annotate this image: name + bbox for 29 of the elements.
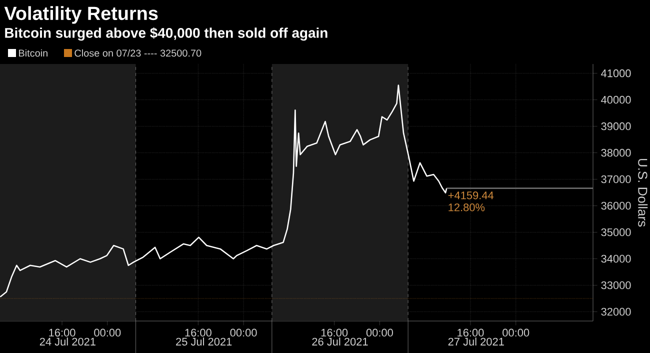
y-tick-label: 33000 <box>601 281 631 290</box>
x-tick-label: 16:00 <box>458 328 484 337</box>
y-tick-label: 41000 <box>601 69 631 78</box>
annotation: +4159.44 <box>448 191 494 200</box>
x-tick-label: 00:00 <box>502 328 530 337</box>
x2-tick-label: 25 Jul 2021 <box>176 338 232 346</box>
y-tick-label: 34000 <box>601 254 631 263</box>
x-tick-label: 00:00 <box>230 328 257 337</box>
y-tick-label: 40000 <box>601 96 631 104</box>
y-tick-label: 37000 <box>601 175 631 184</box>
y-tick-label: 32000 <box>601 308 631 316</box>
x-tick-label: 16:00 <box>321 328 348 337</box>
y-tick-label: 36000 <box>601 202 631 210</box>
y-axis-title: U.S. Dollars <box>638 158 648 227</box>
chart-subtitle: Bitcoin surged above $40,000 then sold off again <box>5 27 328 41</box>
x2-tick-label: 27 Jul 2021 <box>448 338 504 346</box>
y-tick-label: 35000 <box>601 228 631 236</box>
legend-label: Bitcoin <box>19 49 48 57</box>
legend-label: Close on 07/23 ---- 32500.70 <box>74 49 202 57</box>
y-tick-label: 39000 <box>601 122 631 130</box>
x2-tick-label: 24 Jul 2021 <box>40 338 96 346</box>
x-tick-label: 16:00 <box>185 328 212 337</box>
x-tick-label: 00:00 <box>94 328 121 337</box>
annotation: 12.80% <box>448 203 485 212</box>
x-tick-label: 00:00 <box>366 328 393 337</box>
x-tick-label: 16:00 <box>49 328 76 337</box>
y-tick-label: 38000 <box>601 148 631 157</box>
x2-tick-label: 26 Jul 2021 <box>312 338 368 346</box>
chart-title: Volatility Returns <box>4 6 158 24</box>
